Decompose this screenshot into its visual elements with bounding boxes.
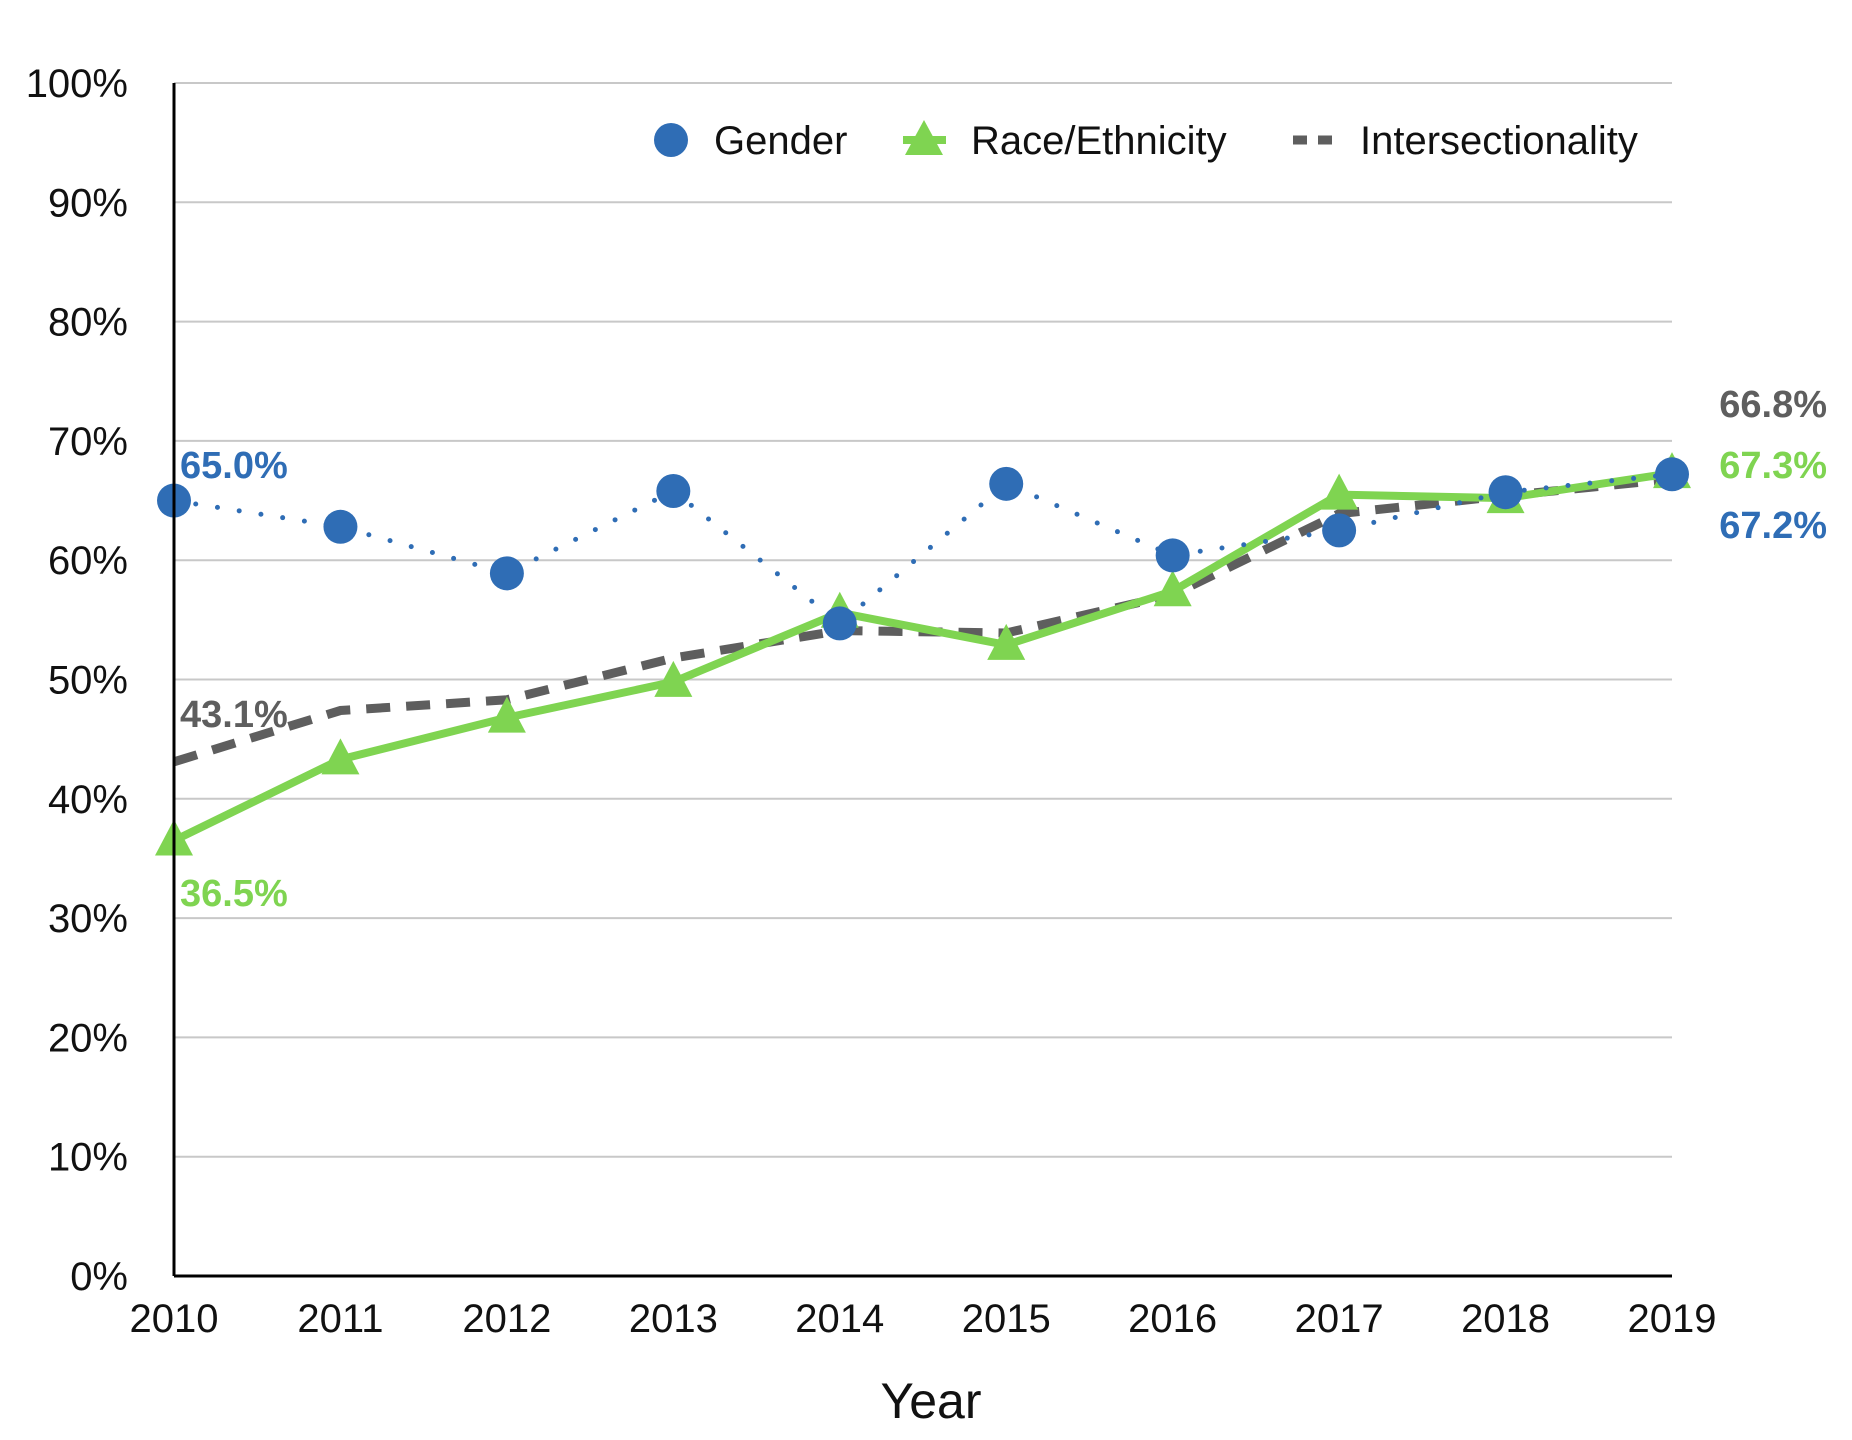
legend-label: Intersectionality (1360, 119, 1638, 163)
y-axis-ticks: 0% 10% 20% 30% 40% 50% 60% 70% 80% 90% 100% (26, 62, 128, 1299)
legend-marker-race-ethnicity (905, 120, 943, 155)
marker-race-ethnicity-2011 (321, 738, 360, 775)
x-tick-label: 2017 (1295, 1297, 1384, 1341)
grid-lines (174, 82, 1672, 1158)
x-tick-label: 2011 (297, 1297, 383, 1341)
data-labels: 65.0% 36.5% 43.1% 66.8% 67.3% 67.2% (180, 384, 1827, 915)
y-tick-label: 30% (48, 897, 128, 941)
marker-race-ethnicity-2015 (987, 623, 1026, 660)
x-tick-label: 2014 (795, 1297, 884, 1341)
y-tick-label: 0% (70, 1255, 128, 1299)
marker-gender-2017 (1322, 513, 1357, 548)
series-line-intersectionality (172, 474, 1673, 767)
x-axis-ticks: 2010 2011 2012 2013 2014 2015 2016 2017 2018 2019 (130, 1297, 1717, 1341)
x-tick-label: 2016 (1128, 1297, 1217, 1341)
y-tick-label: 10% (48, 1136, 128, 1180)
data-label-race-ethnicity-2019: 67.3% (1719, 445, 1827, 487)
series-line-race-ethnicity (170, 469, 1676, 845)
x-axis-title: Year (880, 1373, 981, 1429)
marker-race-ethnicity-2016 (1153, 570, 1192, 607)
x-tick-label: 2013 (629, 1297, 718, 1341)
markers-layer (155, 452, 1691, 856)
data-label-race-ethnicity-2010: 36.5% (180, 873, 288, 915)
data-label-intersectionality-2019: 66.8% (1719, 384, 1827, 426)
x-tick-label: 2019 (1628, 1297, 1717, 1341)
y-tick-label: 70% (48, 420, 128, 464)
x-tick-label: 2018 (1461, 1297, 1550, 1341)
marker-gender-2011 (323, 509, 358, 544)
marker-gender-2013 (656, 474, 691, 509)
marker-gender-2019 (1655, 457, 1689, 492)
marker-gender-2014 (822, 606, 857, 641)
x-tick-label: 2012 (462, 1297, 551, 1341)
x-tick-label: 2010 (130, 1297, 219, 1341)
legend-label: Gender (714, 119, 847, 163)
marker-gender-2018 (1488, 475, 1523, 510)
y-tick-label: 90% (48, 181, 128, 225)
marker-race-ethnicity-2013 (654, 660, 693, 697)
series-layer (170, 469, 1676, 845)
data-label-gender-2019: 67.2% (1719, 505, 1827, 547)
data-label-gender-2010: 65.0% (180, 445, 288, 487)
marker-gender-2016 (1155, 538, 1190, 573)
y-tick-label: 50% (48, 659, 128, 703)
marker-race-ethnicity-2012 (487, 696, 526, 733)
data-label-intersectionality-2010: 43.1% (180, 694, 288, 736)
legend: Gender Race/Ethnicity Intersectionality (654, 119, 1638, 163)
y-tick-label: 40% (48, 778, 128, 822)
y-tick-label: 100% (26, 62, 128, 106)
legend-label: Race/Ethnicity (971, 119, 1227, 163)
legend-marker-gender (654, 123, 688, 157)
x-tick-label: 2015 (962, 1297, 1051, 1341)
y-tick-label: 80% (48, 301, 128, 345)
marker-gender-2015 (989, 466, 1024, 501)
y-tick-label: 60% (48, 539, 128, 583)
marker-gender-2012 (489, 556, 524, 591)
y-tick-label: 20% (48, 1016, 128, 1060)
marker-race-ethnicity-2017 (1320, 473, 1359, 510)
